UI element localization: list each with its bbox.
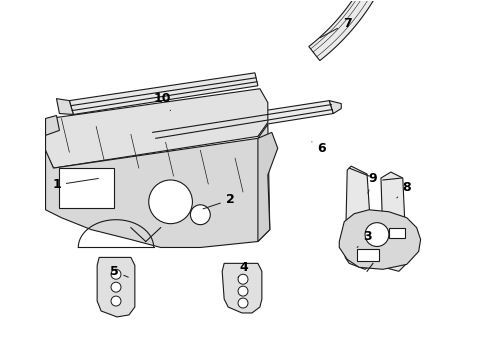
Bar xyxy=(389,228,405,238)
Polygon shape xyxy=(222,264,262,313)
Polygon shape xyxy=(345,166,373,269)
Polygon shape xyxy=(70,73,258,114)
Polygon shape xyxy=(381,172,407,271)
Polygon shape xyxy=(149,100,333,142)
Text: 3: 3 xyxy=(357,230,371,247)
Circle shape xyxy=(365,223,389,247)
Text: 9: 9 xyxy=(368,171,377,193)
Circle shape xyxy=(191,205,210,225)
Text: 6: 6 xyxy=(312,142,326,155)
Polygon shape xyxy=(56,99,74,114)
Circle shape xyxy=(238,274,248,284)
Text: 2: 2 xyxy=(203,193,235,209)
Text: 5: 5 xyxy=(110,265,128,278)
Circle shape xyxy=(111,269,121,279)
Circle shape xyxy=(111,296,121,306)
FancyBboxPatch shape xyxy=(59,168,114,208)
Circle shape xyxy=(238,298,248,308)
Circle shape xyxy=(111,282,121,292)
Text: 4: 4 xyxy=(238,261,248,277)
Circle shape xyxy=(238,286,248,296)
Polygon shape xyxy=(46,125,270,247)
Circle shape xyxy=(149,180,193,224)
Text: 10: 10 xyxy=(154,92,172,111)
Polygon shape xyxy=(339,210,420,269)
Polygon shape xyxy=(46,116,59,135)
Polygon shape xyxy=(309,0,395,60)
Polygon shape xyxy=(97,257,135,317)
Text: 1: 1 xyxy=(52,179,98,192)
Text: 7: 7 xyxy=(320,17,352,38)
Polygon shape xyxy=(258,132,278,242)
Polygon shape xyxy=(329,100,341,113)
Bar xyxy=(357,249,379,261)
Text: 8: 8 xyxy=(397,181,411,198)
Polygon shape xyxy=(46,89,268,168)
